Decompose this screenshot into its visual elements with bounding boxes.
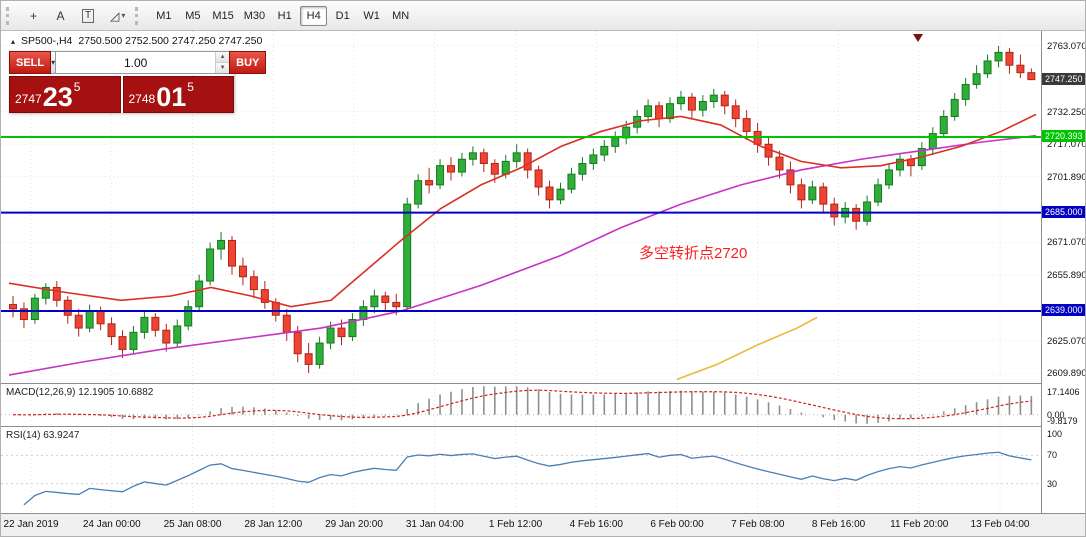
volume-increase-button[interactable]: ▲ xyxy=(216,52,230,62)
buy-price-display[interactable]: 2748 01 5 xyxy=(122,76,234,113)
current-price-label: 2747.250 xyxy=(1042,72,1085,85)
rsi-axis-label: 70 xyxy=(1047,450,1058,461)
shapes-tool-button[interactable]: ◿ ▾ xyxy=(103,5,132,27)
volume-decrease-button[interactable]: ▼ xyxy=(216,62,230,73)
text-tool-button[interactable]: A xyxy=(48,5,73,27)
time-axis-label: 6 Feb 00:00 xyxy=(650,519,704,530)
timeframe-m15-button[interactable]: M15 xyxy=(208,6,237,26)
time-axis-label: 29 Jan 20:00 xyxy=(325,519,383,530)
ohlc-values: 2750.500 2752.500 2747.250 2747.250 xyxy=(78,35,263,47)
crosshair-tool-button[interactable]: + xyxy=(21,5,46,27)
timeframe-m5-button[interactable]: M5 xyxy=(179,6,206,26)
time-axis-label: 28 Jan 12:00 xyxy=(244,519,303,530)
sell-price-display[interactable]: 2747 23 5 xyxy=(9,76,121,113)
time-axis-label: 22 Jan 2019 xyxy=(3,519,59,530)
toolbar-grip[interactable] xyxy=(6,6,14,25)
time-axis-label: 1 Feb 12:00 xyxy=(488,519,543,530)
timeframe-h4-button[interactable]: H4 xyxy=(300,5,328,26)
time-axis-label: 25 Jan 08:00 xyxy=(163,519,222,530)
timeframe-d1-button[interactable]: D1 xyxy=(329,6,356,26)
text-frame-tool-button[interactable]: T xyxy=(75,5,101,27)
shapes-icon: ◿ xyxy=(110,8,120,23)
chart-annotation: 多空转折点2720 xyxy=(639,245,748,262)
chevron-down-icon: ▾ xyxy=(51,58,56,67)
one-click-trading-panel: SELL ▾ ▲ ▼ BUY 2747 23 5 274 xyxy=(9,51,267,113)
volume-input[interactable] xyxy=(56,52,216,73)
timeframe-m30-button[interactable]: M30 xyxy=(240,6,269,26)
rsi-axis-label: 30 xyxy=(1047,478,1058,489)
rsi-label: RSI(14) 63.9247 xyxy=(6,430,80,441)
chart-shift-marker-icon[interactable] xyxy=(913,34,923,42)
toolbar-grip[interactable] xyxy=(135,6,143,25)
chevron-down-icon: ▾ xyxy=(121,11,126,20)
text-icon: A xyxy=(56,8,65,23)
time-axis-label: 31 Jan 04:00 xyxy=(405,519,464,530)
time-axis-label: 7 Feb 08:00 xyxy=(731,519,785,530)
sell-price-prefix: 2747 xyxy=(15,92,42,106)
time-axis-label: 13 Feb 04:00 xyxy=(970,519,1030,530)
time-axis-label: 4 Feb 16:00 xyxy=(569,519,623,530)
rsi-axis-label: 100 xyxy=(1047,429,1063,440)
sell-button[interactable]: SELL xyxy=(9,51,52,74)
trade-controls-row: SELL ▾ ▲ ▼ BUY xyxy=(9,51,267,74)
price-tick-label: 2732.250 xyxy=(1047,106,1086,118)
collapse-arrow-icon[interactable]: ▴ xyxy=(11,36,16,46)
rsi-panel[interactable] xyxy=(1,427,1041,512)
price-tick-label: 2625.070 xyxy=(1047,335,1086,347)
crosshair-icon: + xyxy=(29,8,37,23)
chart-header: ▴ SP500-,H4 2750.500 2752.500 2747.250 2… xyxy=(11,35,262,47)
time-axis[interactable]: 22 Jan 2019 24 Jan 00:00 25 Jan 08:00 28 Ja… xyxy=(1,513,1085,536)
trade-quotes-row: 2747 23 5 2748 01 5 xyxy=(9,76,234,113)
timeframe-m1-button[interactable]: M1 xyxy=(150,6,177,26)
drawing-toolbar: + A T ◿ ▾ xyxy=(20,5,133,27)
time-axis-label: 24 Jan 00:00 xyxy=(82,519,141,530)
buy-price-prefix: 2748 xyxy=(128,92,156,106)
chart-window: ▴ SP500-,H4 2750.500 2752.500 2747.250 2… xyxy=(1,31,1086,536)
volume-spinner: ▲ ▼ xyxy=(215,52,230,73)
macd-axis-zero: 0.00 xyxy=(1047,409,1065,420)
buy-price-big-digits: 01 xyxy=(156,81,187,112)
macd-panel[interactable] xyxy=(1,384,1041,426)
timeframe-mn-button[interactable]: MN xyxy=(387,6,414,26)
level-price-label: 2639.000 xyxy=(1042,303,1085,316)
price-tick-label: 2717.070 xyxy=(1047,139,1086,151)
price-tick-label: 2609.890 xyxy=(1047,368,1086,380)
price-axis[interactable]: 2763.070 2732.250 2717.070 2701.890 2671.070… xyxy=(1041,31,1086,513)
buy-price-pipette: 5 xyxy=(187,80,194,94)
timeframe-h1-button[interactable]: H1 xyxy=(271,6,298,26)
panel-divider[interactable] xyxy=(1,383,1085,384)
price-tick-label: 2655.890 xyxy=(1047,269,1086,281)
price-tick-label: 2671.070 xyxy=(1047,237,1086,249)
candlestick-chart[interactable] xyxy=(1,31,1041,383)
symbol-period-label: SP500-,H4 xyxy=(21,35,73,47)
candles xyxy=(9,45,1036,373)
text-frame-icon: T xyxy=(82,8,95,23)
panel-divider[interactable] xyxy=(1,426,1085,427)
macd-axis-max: 17.1406 xyxy=(1047,387,1080,397)
sell-price-pipette: 5 xyxy=(73,80,81,94)
level-price-label: 2720.393 xyxy=(1042,130,1085,143)
top-toolbar: + A T ◿ ▾ M1 M5 M15 M30 H1 H4 D1 W1 MN xyxy=(1,1,1085,31)
buy-button[interactable]: BUY xyxy=(229,51,267,74)
timeframe-w1-button[interactable]: W1 xyxy=(358,6,385,26)
time-axis-label: 11 Feb 20:00 xyxy=(890,519,949,530)
price-tick-label: 2763.070 xyxy=(1047,40,1086,52)
volume-dropdown-button[interactable]: ▾ xyxy=(51,51,57,74)
macd-label: MACD(12,26,9) 12.1905 10.6882 xyxy=(6,387,154,398)
macd-axis-min: -9.8179 xyxy=(1047,416,1078,426)
timeframe-toolbar: M1 M5 M15 M30 H1 H4 D1 W1 MN xyxy=(149,5,415,26)
price-tick-label: 2701.890 xyxy=(1047,171,1086,183)
volume-input-wrap: ▲ ▼ xyxy=(56,51,230,74)
sell-price-big-digits: 23 xyxy=(42,81,73,112)
level-price-label: 2685.000 xyxy=(1042,205,1085,218)
time-axis-label: 8 Feb 16:00 xyxy=(811,519,866,530)
